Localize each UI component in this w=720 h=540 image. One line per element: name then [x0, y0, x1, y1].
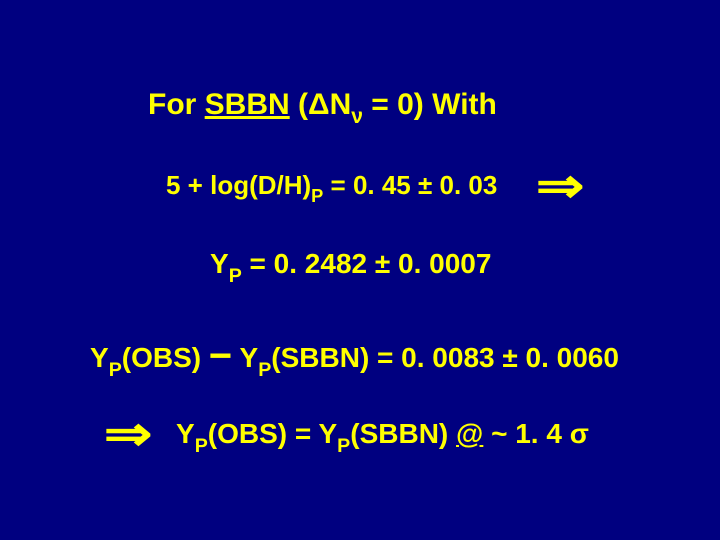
line-4: YP(OBS) − YP(SBBN) = 0. 0083 ± 0. 0060 — [90, 332, 619, 380]
line-3: YP = 0. 2482 ± 0. 0007 — [210, 248, 491, 286]
l4-sbbn: (SBBN) = 0. 0083 ± 0. 0060 — [271, 342, 619, 373]
l5-at: @ — [456, 418, 483, 449]
l3-rest: = 0. 2482 ± 0. 0007 — [242, 248, 492, 279]
l5-p2: P — [337, 435, 350, 457]
l4-minus: − — [209, 334, 232, 378]
l1-sbbn: SBBN — [205, 88, 290, 121]
l4-Y1: Y — [90, 342, 109, 373]
l4-p1: P — [109, 359, 122, 381]
l4-space — [232, 342, 239, 373]
l2-p: P — [311, 186, 323, 206]
l5-p1: P — [195, 435, 208, 457]
l5-obs: (OBS) = Y — [208, 418, 337, 449]
l4-p2: P — [258, 359, 271, 381]
l1-nu: ν — [351, 105, 363, 128]
l1-prefix: For — [148, 88, 205, 121]
l2-arrow: ⇒ — [536, 158, 584, 214]
l4-obs: (OBS) — [122, 342, 209, 373]
l3-Y: Y — [210, 248, 229, 279]
l1-deltaN: (ΔN — [290, 88, 352, 121]
l5-tail: ~ 1. 4 σ — [483, 418, 589, 449]
l2-after-p: = 0. 45 ± 0. 03 — [323, 170, 497, 200]
line-1: For SBBN (ΔNν = 0) With — [148, 88, 497, 127]
l1-after-nu: = 0) With — [363, 88, 497, 121]
l4-Y2: Y — [240, 342, 259, 373]
l3-p: P — [229, 265, 242, 287]
l5-sbbn: (SBBN) — [350, 418, 456, 449]
l2-text: 5 + log(D/H) — [166, 170, 311, 200]
l5-arrow: ⇒ — [104, 406, 152, 462]
line-2: 5 + log(D/H)P = 0. 45 ± 0. 03 — [166, 170, 497, 205]
l5-Y1: Y — [176, 418, 195, 449]
line-5: YP(OBS) = YP(SBBN) @ ~ 1. 4 σ — [176, 418, 589, 456]
